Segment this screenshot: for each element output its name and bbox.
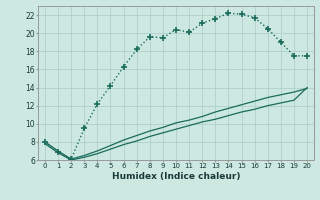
X-axis label: Humidex (Indice chaleur): Humidex (Indice chaleur) bbox=[112, 172, 240, 181]
